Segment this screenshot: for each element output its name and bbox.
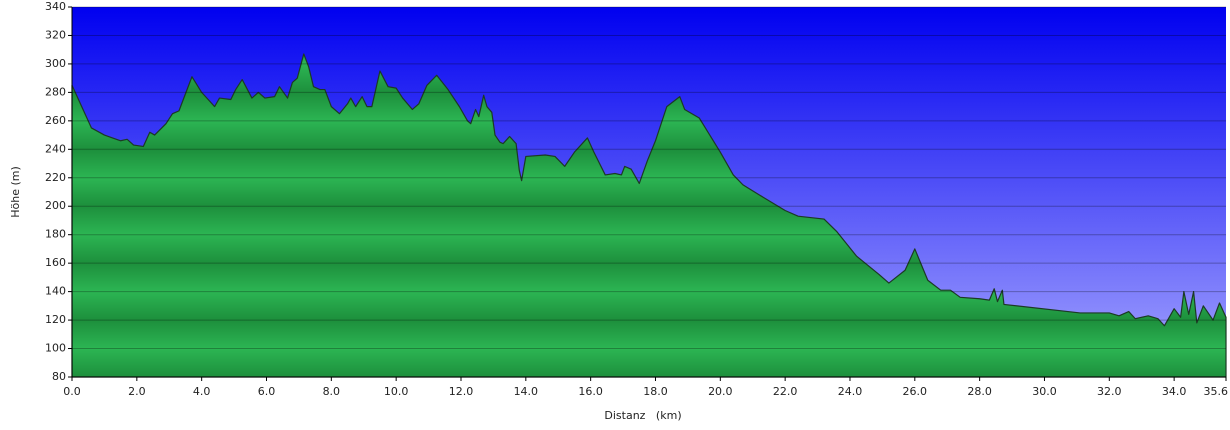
y-tick-label: 200 xyxy=(45,199,66,212)
y-axis-label: Höhe (m) xyxy=(9,166,22,218)
x-tick-label: 22.0 xyxy=(773,385,798,398)
elevation-area xyxy=(71,53,1227,378)
x-tick-label: 26.0 xyxy=(903,385,928,398)
x-tick-label: 34.0 xyxy=(1162,385,1187,398)
y-tick-label: 120 xyxy=(45,313,66,326)
x-tick-label: 0.0 xyxy=(63,385,81,398)
x-tick-label: 14.0 xyxy=(514,385,539,398)
y-tick-label: 180 xyxy=(45,228,66,241)
y-tick-label: 300 xyxy=(45,57,66,70)
y-tick-label: 280 xyxy=(45,85,66,98)
x-tick-label: 2.0 xyxy=(128,385,146,398)
x-tick-label: 12.0 xyxy=(449,385,474,398)
x-tick-label: 18.0 xyxy=(643,385,668,398)
y-tick-label: 100 xyxy=(45,342,66,355)
x-tick-label: 30.0 xyxy=(1032,385,1057,398)
x-axis-label: Distanz (km) xyxy=(604,409,681,422)
y-tick-label: 220 xyxy=(45,171,66,184)
y-tick-label: 140 xyxy=(45,285,66,298)
y-tick-label: 320 xyxy=(45,28,66,41)
x-tick-label: 6.0 xyxy=(258,385,276,398)
x-tick-label: 16.0 xyxy=(578,385,603,398)
x-tick-label: 10.0 xyxy=(384,385,409,398)
x-tick-label: 8.0 xyxy=(323,385,341,398)
x-tick-label: 35.6 xyxy=(1204,385,1229,398)
x-tick-label: 24.0 xyxy=(838,385,863,398)
x-tick-label: 28.0 xyxy=(967,385,992,398)
y-tick-label: 340 xyxy=(45,0,66,13)
y-tick-label: 260 xyxy=(45,114,66,127)
x-tick-label: 20.0 xyxy=(708,385,733,398)
x-tick-label: 32.0 xyxy=(1097,385,1122,398)
y-tick-label: 80 xyxy=(52,370,66,383)
x-tick-label: 4.0 xyxy=(193,385,211,398)
y-tick-label: 160 xyxy=(45,256,66,269)
y-tick-label: 240 xyxy=(45,142,66,155)
